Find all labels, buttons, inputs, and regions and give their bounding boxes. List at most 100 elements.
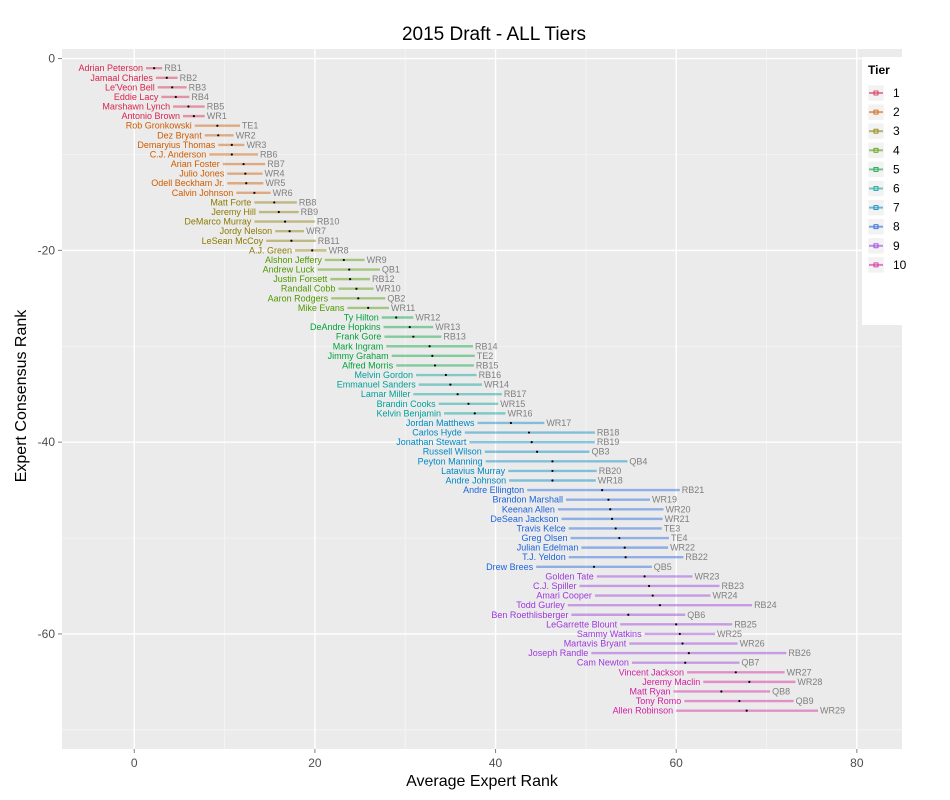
player-name-label: Antonio Brown: [121, 111, 180, 121]
data-point: [171, 86, 174, 89]
player-name-label: LeGarrette Blount: [546, 619, 618, 629]
data-point: [738, 699, 741, 703]
data-point: [187, 105, 190, 108]
data-point: [610, 517, 614, 520]
legend-label: 3: [893, 124, 900, 138]
data-point: [527, 431, 531, 434]
position-label: QB5: [654, 562, 672, 572]
data-point: [192, 115, 195, 118]
position-label: WR3: [246, 140, 266, 150]
legend-key-marker: [873, 109, 879, 115]
x-tick-label: 20: [308, 756, 322, 770]
player-name-label: Alshon Jeffery: [265, 255, 322, 265]
legend-label: 4: [893, 143, 900, 157]
data-point: [355, 287, 358, 290]
data-point: [290, 239, 293, 242]
position-label: TE1: [242, 121, 259, 131]
legend-title: Tier: [868, 63, 890, 77]
player-name-label: Todd Gurley: [516, 600, 565, 610]
position-label: WR15: [500, 399, 525, 409]
player-name-label: Jamaal Charles: [90, 73, 153, 83]
y-tick-label: -20: [38, 243, 56, 257]
data-point: [748, 680, 751, 683]
player-name-label: Ty Hilton: [344, 312, 379, 322]
player-name-label: Eddie Lacy: [114, 92, 159, 102]
player-name-label: Vincent Jackson: [619, 667, 684, 677]
data-point: [745, 709, 748, 712]
data-point: [551, 460, 554, 463]
data-point: [509, 421, 513, 425]
position-label: RB12: [372, 274, 395, 284]
position-label: WR1: [207, 111, 227, 121]
position-label: RB14: [475, 341, 498, 351]
position-label: WR16: [507, 408, 532, 418]
data-point: [367, 306, 370, 310]
position-label: RB6: [260, 149, 278, 159]
y-tick-label: -60: [38, 627, 56, 641]
data-point: [165, 76, 168, 79]
position-label: RB10: [317, 217, 340, 227]
x-axis-ticks: 0 20 40 60 80: [131, 749, 864, 770]
player-name-label: Greg Olsen: [521, 533, 567, 543]
data-point: [607, 498, 610, 501]
data-point: [395, 316, 398, 319]
player-name-label: Kelvin Benjamin: [377, 408, 442, 418]
position-label: RB22: [685, 552, 708, 562]
player-name-label: DeMarco Murray: [184, 217, 252, 227]
data-point: [433, 364, 437, 367]
data-point: [687, 652, 690, 655]
legend-items: 1 2 3 4 5 6 7 8 9 10: [867, 84, 907, 274]
data-point: [444, 373, 447, 377]
position-label: RB17: [504, 389, 527, 399]
data-point: [283, 220, 287, 223]
position-label: RB18: [597, 428, 620, 438]
legend-key-marker: [873, 90, 879, 96]
legend-label: 6: [893, 182, 900, 196]
legend-label: 7: [893, 201, 900, 215]
player-name-label: Melvin Gordon: [355, 370, 414, 380]
data-point: [551, 469, 554, 473]
data-point: [456, 393, 459, 396]
player-name-label: Jeremy Hill: [211, 207, 256, 217]
data-point: [734, 671, 737, 674]
data-point: [412, 335, 415, 338]
position-label: WR2: [236, 130, 256, 140]
position-label: WR24: [713, 591, 738, 601]
legend-key-marker: [873, 166, 879, 172]
data-point: [720, 690, 723, 693]
legend-key-marker: [873, 128, 879, 134]
player-name-label: Arian Foster: [171, 159, 220, 169]
data-point: [153, 67, 156, 70]
player-name-label: Calvin Johnson: [172, 188, 234, 198]
position-label: QB9: [796, 696, 814, 706]
player-name-label: Sammy Watkins: [577, 629, 642, 639]
data-point: [428, 345, 431, 348]
player-name-label: Emmanuel Sanders: [337, 380, 417, 390]
player-name-label: Matt Forte: [210, 197, 251, 207]
player-name-label: Aaron Rodgers: [268, 293, 329, 303]
position-label: WR8: [329, 245, 349, 255]
data-point: [349, 278, 352, 281]
x-tick-label: 0: [131, 756, 138, 770]
position-label: RB7: [267, 159, 285, 169]
player-name-label: T.J. Yeldon: [522, 552, 566, 562]
position-label: WR5: [265, 178, 285, 188]
player-name-label: Travis Kelce: [517, 523, 566, 533]
position-label: RB23: [722, 581, 745, 591]
position-label: WR25: [717, 629, 742, 639]
data-point: [651, 594, 654, 597]
data-point: [230, 143, 233, 146]
position-label: WR26: [740, 639, 765, 649]
player-name-label: Amari Cooper: [536, 591, 592, 601]
data-point: [627, 613, 630, 616]
player-name-label: Allen Robinson: [613, 706, 674, 716]
position-label: WR22: [670, 543, 695, 553]
player-name-label: Marshawn Lynch: [102, 102, 170, 112]
player-name-label: Andrew Luck: [263, 265, 316, 275]
data-point: [217, 134, 220, 137]
data-point: [174, 95, 177, 99]
point-labels: Adrian Peterson RB1 Jamaal Charles RB2 Le'Ve…: [78, 63, 845, 715]
legend-key-marker: [873, 243, 879, 249]
player-name-label: Julio Jones: [179, 169, 225, 179]
player-name-label: Jonathan Stewart: [396, 437, 467, 447]
